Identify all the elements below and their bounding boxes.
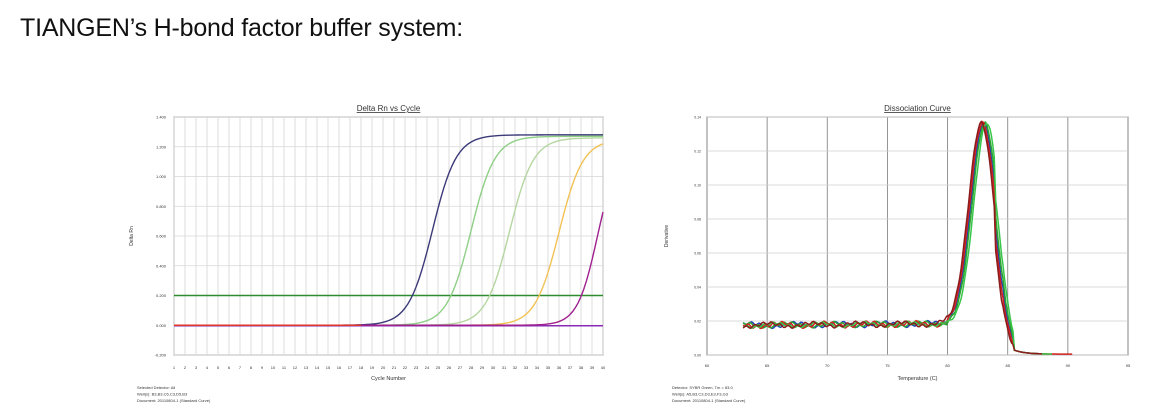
y-axis-label: Delta Rn [129,226,135,246]
x-tick-label: 36 [557,365,562,370]
x-tick-label: 31 [502,365,507,370]
x-tick-label: 37 [568,365,573,370]
chart-footer-line: Selected Detector: All [137,385,175,390]
x-tick-label: 29 [480,365,485,370]
y-tick-label: 0.200 [156,293,167,298]
melt-curve-series-4 [743,123,1052,355]
x-tick-label: 24 [425,365,430,370]
y-tick-label: 0.00 [694,354,701,358]
y-tick-label: 0.10 [694,184,701,188]
y-tick-label: 0.600 [156,234,167,239]
x-tick-label: 8 [250,365,253,370]
x-tick-label: 38 [579,365,584,370]
x-tick-label: 20 [381,365,386,370]
x-tick-label: 4 [206,365,209,370]
chart-title: Dissociation Curve [884,104,951,113]
y-tick-label: 0.08 [694,218,701,222]
x-tick-label: 18 [359,365,364,370]
x-tick-label: 39 [590,365,595,370]
x-tick-label: 80 [945,363,950,368]
x-tick-label: 12 [293,365,298,370]
x-tick-label: 65 [765,363,770,368]
plot-frame [706,116,1129,356]
y-tick-label: 0.14 [694,116,701,120]
y-tick-label: 0.400 [156,263,167,268]
x-tick-label: 35 [546,365,551,370]
chart-footer-line: Well(s): A5,B3,C3,D3,E3,F3,G3 [672,392,729,397]
x-tick-label: 5 [217,365,220,370]
x-tick-label: 34 [535,365,540,370]
x-tick-label: 1 [173,365,176,370]
x-tick-label: 16 [337,365,342,370]
y-tick-label: -0.200 [155,353,167,358]
melt-curve-series-2 [742,121,1047,355]
y-axis-label: Derivative [664,225,670,247]
x-tick-label: 85 [1005,363,1010,368]
x-tick-label: 10 [271,365,276,370]
x-tick-label: 19 [370,365,375,370]
y-tick-label: 0.06 [694,252,701,256]
melt-curve-series-1 [742,122,1038,355]
chart-footer-line: Document: 20110804-1 (Standard Curve) [672,398,746,403]
y-tick-label: 0.12 [694,150,701,154]
x-tick-label: 17 [348,365,353,370]
x-tick-label: 7 [239,365,242,370]
x-tick-label: 33 [524,365,529,370]
x-tick-label: 22 [403,365,408,370]
y-tick-label: 1.200 [156,144,167,149]
x-tick-label: 26 [447,365,452,370]
x-tick-label: 15 [326,365,331,370]
x-tick-label: 6 [228,365,231,370]
x-tick-label: 28 [469,365,474,370]
x-tick-label: 70 [825,363,830,368]
y-tick-label: 0.800 [156,204,167,209]
chart-footer-line: Document: 20110804-1 (Standard Curve) [137,398,211,403]
x-tick-label: 60 [705,363,710,368]
x-tick-label: 27 [458,365,463,370]
x-tick-label: 25 [436,365,441,370]
x-tick-label: 30 [491,365,496,370]
x-tick-label: 11 [282,365,287,370]
melt-curve-series-3 [742,120,1073,355]
amplification-plot: 1 2 3 4 5 6 7 8 9 10 11 12 13 14 15 16 17 18 19 20 21 22 23 24 2… [129,104,606,403]
y-tick-label: 0.000 [156,323,167,328]
page-title: TIANGEN’s H-bond factor buffer system: [20,14,464,42]
x-tick-label: 21 [392,365,397,370]
x-tick-label: 3 [195,365,198,370]
y-tick-label: 0.04 [694,286,701,290]
x-tick-label: 13 [304,365,309,370]
x-axis-label: Cycle Number [371,376,406,382]
x-tick-label: 95 [1126,363,1131,368]
x-tick-label: 23 [414,365,419,370]
y-tick-label: 1.400 [156,115,167,120]
y-tick-label: 0.02 [694,320,701,324]
y-tick-label: 1.000 [156,174,167,179]
x-tick-label: 2 [184,365,187,370]
chart-footer-line: Detector: SYBR Green, Tm = 83.0 [672,385,734,390]
chart-footer-line: Well(s): B3,B3,C6,C3,D5,B3 [137,392,188,397]
x-tick-label: 90 [1066,363,1071,368]
x-tick-label: 32 [513,365,518,370]
melt-curve-series-5 [742,120,1042,355]
x-tick-label: 9 [261,365,264,370]
x-axis-label: Temperature (C) [897,376,937,382]
x-tick-label: 40 [601,365,606,370]
x-tick-label: 75 [885,363,890,368]
chart-title: Delta Rn vs Cycle [357,104,421,113]
x-tick-label: 14 [315,365,320,370]
